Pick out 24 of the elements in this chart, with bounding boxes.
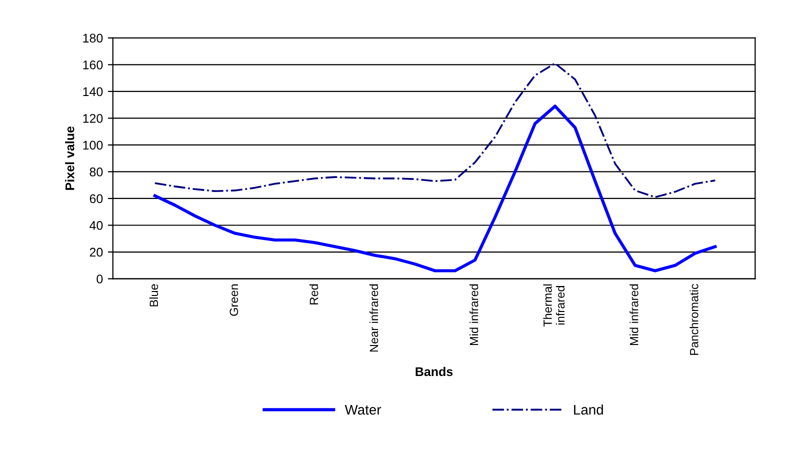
- y-tick-label: 20: [90, 248, 103, 257]
- x-tick-label: Green: [230, 284, 238, 316]
- line-series: [154, 62, 716, 198]
- legend-label: Land: [574, 404, 603, 415]
- y-tick-label: 80: [90, 168, 103, 176]
- y-tick-label: 160: [83, 60, 103, 70]
- x-axis-title: Bands: [416, 366, 453, 376]
- x-tick-label: Mid infrared: [470, 284, 478, 345]
- x-tick-label: Thermal infrared: [543, 284, 565, 327]
- y-axis-title: Pixel value: [65, 126, 74, 190]
- y-tick-label: 140: [83, 87, 103, 96]
- x-tick-label: Panchromatic: [690, 284, 698, 355]
- y-tick-label: 60: [90, 194, 103, 204]
- y-tick-label: 100: [83, 140, 103, 150]
- x-tick-label: Blue: [149, 284, 158, 306]
- y-tick-label: 0: [96, 274, 103, 284]
- line-series: [153, 104, 717, 272]
- legend-label: Water: [344, 404, 382, 415]
- x-tick-label: Near infrared: [369, 284, 378, 352]
- y-tick-label: 120: [83, 114, 103, 123]
- x-tick-label: Mid infrared: [630, 284, 638, 345]
- y-tick-label: 180: [83, 34, 103, 43]
- y-tick-label: 40: [90, 221, 103, 230]
- x-tick-label: Red: [309, 284, 318, 304]
